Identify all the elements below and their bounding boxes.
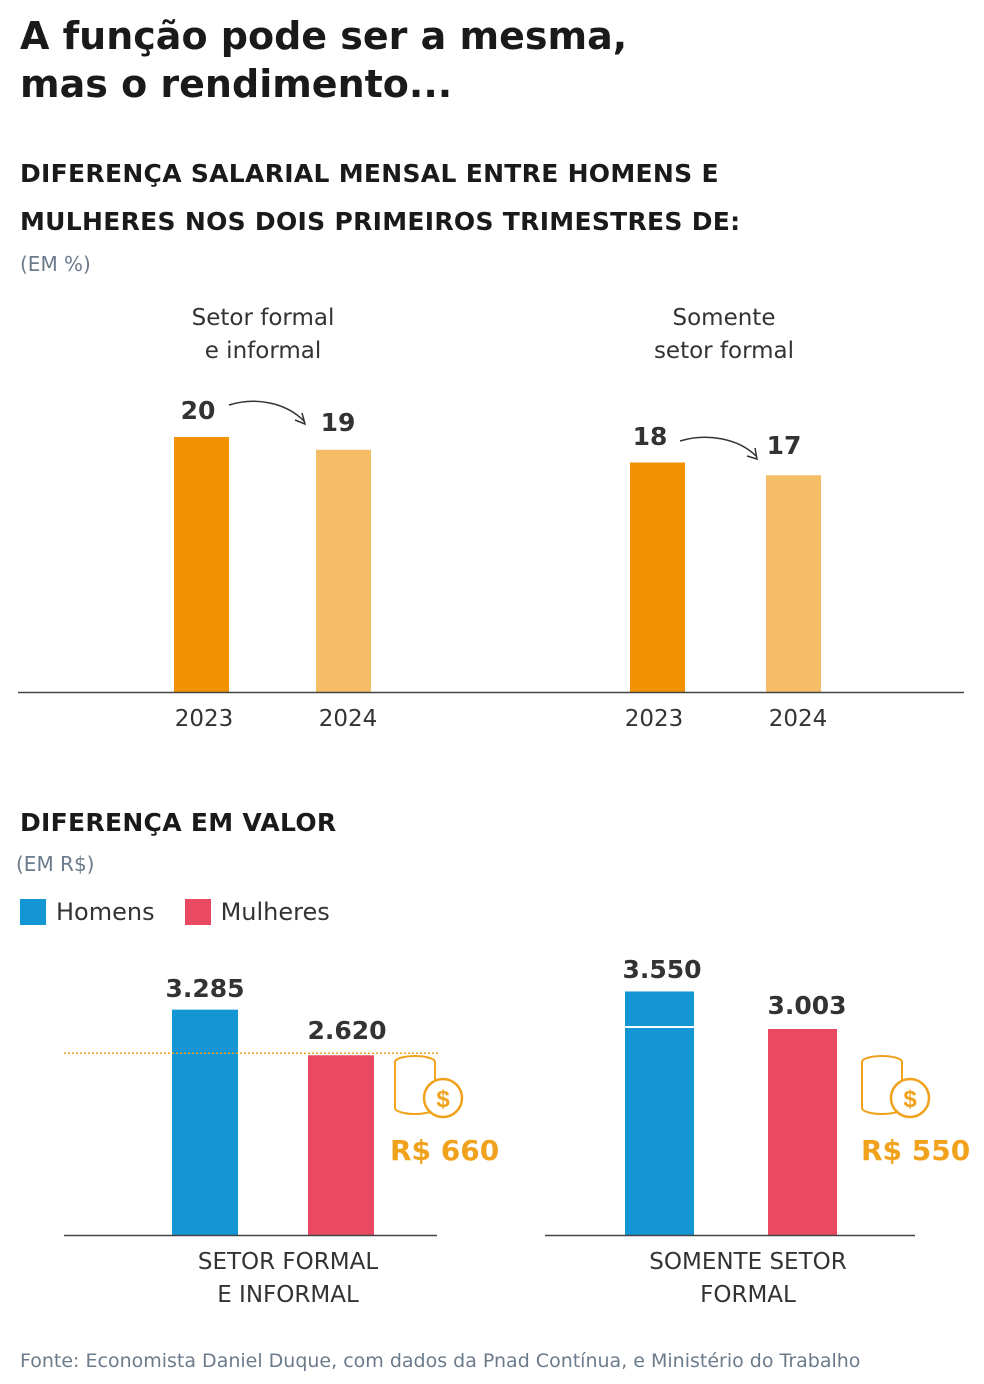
legend-item-men: Homens xyxy=(20,898,155,926)
group-label-formal-informal: Setor formal e informal xyxy=(133,302,393,368)
subtitle-line-1: DIFERENÇA SALARIAL MENSAL ENTRE HOMENS E xyxy=(20,159,719,188)
legend-swatch-women xyxy=(184,899,211,925)
tick-label-2023: 2023 xyxy=(174,706,234,732)
dollar-coin-icon: $ xyxy=(889,1077,931,1119)
source-note: Fonte: Economista Daniel Duque, com dado… xyxy=(20,1350,861,1372)
bar-women-group-1 xyxy=(768,1028,837,1235)
bar-2023-group-0 xyxy=(174,437,229,692)
tick-label-2024: 2024 xyxy=(768,706,828,732)
value-label-2024-formal-informal: 19 xyxy=(320,408,356,437)
value-label-men-formal: 3.550 xyxy=(622,955,702,984)
value-label-men-formal-informal: 3.285 xyxy=(165,974,245,1003)
legend-label-men: Homens xyxy=(56,898,155,926)
bar-men-group-0 xyxy=(172,1009,238,1235)
bar-women-group-0 xyxy=(308,1055,374,1235)
section-title-value-difference: DIFERENÇA EM VALOR xyxy=(20,808,337,837)
category-label-line-1: SETOR FORMAL xyxy=(197,1249,379,1275)
bar-2024-group-0 xyxy=(316,449,371,692)
gap-label-formal-informal: R$ 660 xyxy=(390,1134,500,1167)
bar-2023-group-1 xyxy=(630,462,685,692)
bar-men-group-1 xyxy=(625,991,694,1235)
coin-stack-icon: $ xyxy=(394,1055,464,1119)
coin-stack-icon: $ xyxy=(861,1055,931,1119)
value-label-2023-formal: 18 xyxy=(632,422,668,451)
group-label-line-1: Somente xyxy=(672,305,776,331)
bar-2024-group-1 xyxy=(766,475,821,692)
group-label-line-2: e informal xyxy=(204,338,322,364)
percent-unit: (EM %) xyxy=(20,252,91,276)
category-label-line-1: SOMENTE SETOR xyxy=(649,1249,847,1275)
group-label-formal-only: Somente setor formal xyxy=(594,302,854,368)
curved-arrow-icon xyxy=(679,436,758,461)
category-label-line-2: E INFORMAL xyxy=(217,1282,359,1308)
tick-label-2024: 2024 xyxy=(318,706,378,732)
value-label-2023-formal-informal: 20 xyxy=(180,396,216,425)
group-label-line-1: Setor formal xyxy=(191,305,335,331)
chart-subtitle: DIFERENÇA SALARIAL MENSAL ENTRE HOMENS E… xyxy=(20,150,960,246)
page-title: A função pode ser a mesma, mas o rendime… xyxy=(20,12,960,108)
dollar-coin-icon: $ xyxy=(422,1077,464,1119)
value-label-women-formal: 3.003 xyxy=(767,991,847,1020)
value-label-2024-formal: 17 xyxy=(766,431,802,460)
tick-label-2023: 2023 xyxy=(624,706,684,732)
gap-label-formal: R$ 550 xyxy=(861,1134,971,1167)
svg-text:$: $ xyxy=(903,1086,917,1113)
legend-label-women: Mulheres xyxy=(220,898,330,926)
category-label-formal: SOMENTE SETOR FORMAL xyxy=(598,1246,898,1312)
title-line-2: mas o rendimento... xyxy=(20,62,453,106)
legend-item-women: Mulheres xyxy=(184,898,330,926)
group-label-line-2: setor formal xyxy=(653,338,795,364)
value-label-women-formal-informal: 2.620 xyxy=(307,1016,387,1045)
legend-swatch-men xyxy=(20,899,46,925)
category-label-line-2: FORMAL xyxy=(700,1282,796,1308)
curved-arrow-icon xyxy=(228,400,307,426)
category-label-formal-informal: SETOR FORMAL E INFORMAL xyxy=(138,1246,438,1312)
currency-unit: (EM R$) xyxy=(16,852,95,876)
legend: Homens Mulheres xyxy=(20,898,360,926)
title-line-1: A função pode ser a mesma, xyxy=(20,14,628,58)
subtitle-line-2: MULHERES NOS DOIS PRIMEIROS TRIMESTRES D… xyxy=(20,207,741,236)
svg-text:$: $ xyxy=(436,1086,450,1113)
